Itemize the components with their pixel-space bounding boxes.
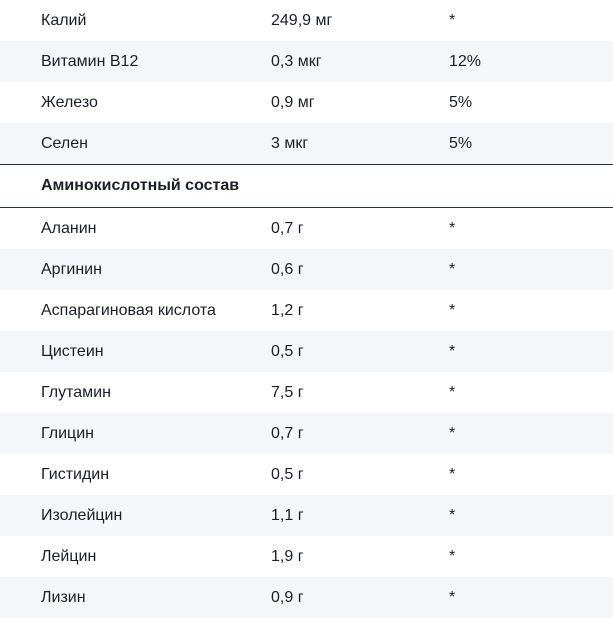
nutrient-amount: 1,1 г xyxy=(271,506,304,524)
nutrient-name: Аргинин xyxy=(41,260,102,278)
nutrient-percent: 12% xyxy=(449,52,482,70)
nutrient-name: Лизин xyxy=(41,588,86,606)
table-row: Цистеин 0,5 г * xyxy=(0,331,613,372)
nutrient-amount: 0,6 г xyxy=(271,260,304,278)
table-row: Изолейцин 1,1 г * xyxy=(0,495,613,536)
nutrient-name: Изолейцин xyxy=(41,506,123,524)
table-row: Аланин 0,7 г * xyxy=(0,208,613,249)
table-row: Витамин B12 0,3 мкг 12% xyxy=(0,41,613,82)
nutrient-amount: 1,9 г xyxy=(271,547,304,565)
nutrient-amount: 249,9 мг xyxy=(271,11,333,29)
nutrient-name: Аланин xyxy=(41,219,97,237)
nutrient-name: Цистеин xyxy=(41,342,104,360)
table-row: Калий 249,9 мг * xyxy=(0,0,613,41)
nutrient-name: Витамин B12 xyxy=(41,52,139,70)
nutrient-name: Гистидин xyxy=(41,465,110,483)
nutrient-amount: 0,5 г xyxy=(271,465,304,483)
nutrient-amount: 1,2 г xyxy=(271,301,304,319)
nutrient-amount: 0,9 мг xyxy=(271,93,315,111)
table-row: Селен 3 мкг 5% xyxy=(0,123,613,164)
nutrient-amount: 3 мкг xyxy=(271,134,309,152)
table-row: Железо 0,9 мг 5% xyxy=(0,82,613,123)
nutrient-percent: * xyxy=(449,260,456,278)
table-row: Глицин 0,7 г * xyxy=(0,413,613,454)
table-row: Глутамин 7,5 г * xyxy=(0,372,613,413)
nutrient-name: Железо xyxy=(41,93,98,111)
table-row: Лизин 0,9 г * xyxy=(0,577,613,618)
nutrient-name: Глицин xyxy=(41,424,94,442)
table-row: Лейцин 1,9 г * xyxy=(0,536,613,577)
nutrient-percent: * xyxy=(449,383,456,401)
nutrient-amount: 0,7 г xyxy=(271,219,304,237)
table-row: Аргинин 0,6 г * xyxy=(0,249,613,290)
nutrient-name: Лейцин xyxy=(41,547,97,565)
nutrient-name: Аспарагиновая кислота xyxy=(41,301,216,319)
section-header-amino: Аминокислотный состав xyxy=(0,164,613,208)
nutrient-percent: * xyxy=(449,588,456,606)
nutrient-amount: 0,7 г xyxy=(271,424,304,442)
nutrient-percent: * xyxy=(449,301,456,319)
nutrient-percent: 5% xyxy=(449,93,473,111)
nutrient-name: Глутамин xyxy=(41,383,111,401)
nutrient-amount: 0,9 г xyxy=(271,588,304,606)
nutrient-amount: 0,5 г xyxy=(271,342,304,360)
nutrient-amount: 0,3 мкг xyxy=(271,52,322,70)
nutrient-name: Калий xyxy=(41,11,87,29)
nutrient-percent: 5% xyxy=(449,134,473,152)
nutrient-name: Селен xyxy=(41,134,88,152)
nutrient-percent: * xyxy=(449,342,456,360)
nutrient-percent: * xyxy=(449,424,456,442)
nutrient-percent: * xyxy=(449,506,456,524)
nutrient-amount: 7,5 г xyxy=(271,383,304,401)
table-row: Гистидин 0,5 г * xyxy=(0,454,613,495)
nutrient-percent: * xyxy=(449,547,456,565)
nutrient-percent: * xyxy=(449,11,456,29)
nutrient-percent: * xyxy=(449,465,456,483)
table-row: Аспарагиновая кислота 1,2 г * xyxy=(0,290,613,331)
nutrient-percent: * xyxy=(449,219,456,237)
section-title: Аминокислотный состав xyxy=(41,177,240,194)
